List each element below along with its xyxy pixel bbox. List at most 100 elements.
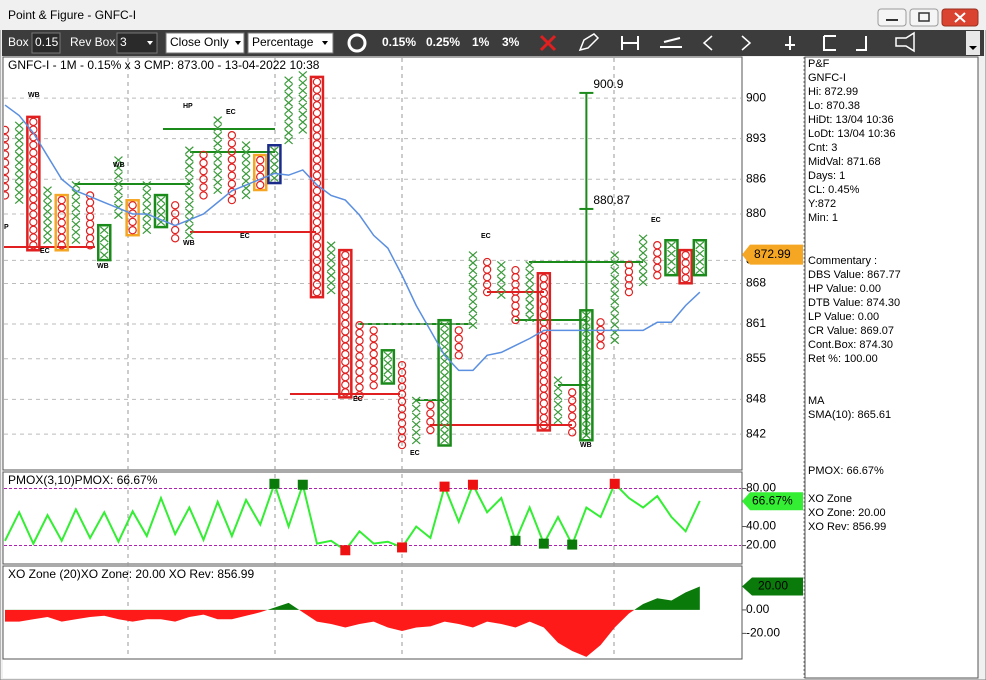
o-symbol: [312, 287, 322, 297]
preset-button[interactable]: 3%: [502, 35, 520, 49]
o-symbol: [227, 187, 237, 197]
x-symbol: [184, 185, 194, 193]
x-symbol: [14, 166, 24, 175]
o-symbol: [511, 315, 520, 325]
target-label: 880.87: [593, 193, 630, 207]
x-symbol: [71, 220, 81, 229]
box-type-dropdown[interactable]: [247, 32, 334, 54]
x-symbol: [411, 412, 421, 421]
column-box: [664, 239, 679, 277]
x-symbol: [184, 192, 194, 201]
info-text: P&F GNFC-I Hi: 872.99 Lo: 870.38 HiDt: 13/04…: [808, 58, 901, 533]
info-line: Cont.Box: 874.30: [808, 339, 893, 351]
preset-buttons: 0.15% 0.25% 1% 3%: [382, 35, 520, 49]
trendline-button[interactable]: [660, 37, 682, 48]
rev-box-input[interactable]: [116, 32, 158, 54]
x-symbol: [468, 290, 478, 298]
o-symbol: [426, 409, 435, 418]
maximize-button[interactable]: [909, 8, 939, 27]
x-symbol: [241, 155, 251, 164]
window-title: Point & Figure - GNFC-I: [8, 8, 136, 22]
rev-box-value: 3: [120, 35, 127, 49]
o-symbol: [568, 396, 577, 405]
box-label: Box: [8, 35, 29, 49]
o-symbol: [4, 183, 10, 192]
x-symbol: [695, 266, 705, 275]
o-symbol: [85, 241, 95, 250]
preset-button[interactable]: 0.25%: [426, 35, 460, 49]
box-type-value: Percentage: [252, 35, 314, 49]
preset-button[interactable]: 0.15%: [382, 35, 416, 49]
annotation: WB: [580, 442, 592, 449]
x-symbol: [184, 146, 194, 155]
o-symbol: [369, 357, 378, 367]
draw-button[interactable]: [578, 33, 600, 52]
x-symbol: [326, 278, 336, 287]
close-icon: [954, 12, 966, 23]
y-tick-label: 893: [746, 131, 766, 145]
x-symbol: [326, 248, 336, 257]
corner-button[interactable]: [856, 36, 867, 51]
x-symbol: [114, 211, 123, 220]
x-symbol: [440, 407, 449, 416]
x-symbol: [71, 204, 81, 213]
bracket-button[interactable]: [823, 35, 836, 51]
y-tick-label: 0.00: [746, 602, 770, 616]
o-symbol: [4, 158, 10, 167]
x-symbol: [638, 278, 648, 287]
x-symbol: [440, 393, 449, 402]
x-symbol: [213, 116, 223, 125]
method-dropdown[interactable]: [165, 32, 245, 54]
x-column: [380, 349, 396, 385]
delete-button[interactable]: [539, 34, 557, 52]
x-symbol: [326, 271, 336, 280]
x-column: [153, 193, 169, 229]
signal-marker: [297, 479, 308, 490]
o-symbol: [568, 404, 577, 413]
info-line: Hi: 872.99: [808, 86, 858, 98]
main-panel: [2, 56, 743, 471]
x-column: [692, 239, 708, 277]
x-symbol: [298, 126, 308, 134]
measure-button[interactable]: [621, 36, 639, 50]
x-symbol: [298, 102, 308, 111]
o-symbol: [256, 180, 265, 190]
x-symbol: [638, 234, 648, 243]
info-line: Cnt: 3: [808, 142, 837, 154]
toolbar-scroll[interactable]: [966, 31, 980, 55]
x-symbol: [525, 260, 535, 269]
column-box: [97, 223, 112, 262]
x-column: [43, 186, 52, 244]
value-tag: [742, 492, 803, 511]
vertical-line-button[interactable]: [785, 36, 795, 50]
x-symbol: [14, 181, 24, 190]
info-line: DBS Value: 867.77: [808, 269, 901, 281]
x-symbol: [114, 195, 123, 204]
column-box: [437, 318, 452, 447]
x-symbol: [241, 148, 251, 157]
angle-buttons[interactable]: [702, 35, 752, 51]
refresh-button[interactable]: [347, 33, 367, 53]
method-value: Close Only: [170, 35, 229, 49]
x-symbol: [525, 314, 535, 323]
preset-button[interactable]: 1%: [472, 35, 490, 49]
annotation: WB: [97, 263, 109, 270]
x-symbol: [114, 187, 123, 196]
x-symbol: [525, 283, 535, 292]
box-input[interactable]: [31, 32, 61, 54]
x-column: [664, 239, 679, 277]
o-symbol: [568, 428, 577, 437]
x-column: [553, 376, 563, 425]
o-column: [397, 360, 407, 450]
info-line: Min: 1: [808, 212, 838, 224]
x-symbol: [284, 121, 293, 130]
o-symbol: [199, 175, 208, 184]
x-symbol: [71, 188, 81, 197]
info-line: P&F: [808, 58, 830, 70]
minimize-button[interactable]: [877, 8, 907, 27]
alert-button[interactable]: [895, 31, 915, 53]
x-symbol: [468, 258, 478, 267]
x-symbol: [553, 416, 563, 425]
x-symbol: [667, 266, 676, 275]
